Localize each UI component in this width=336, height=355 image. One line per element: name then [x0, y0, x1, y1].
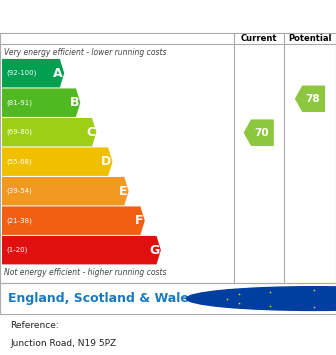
Polygon shape — [2, 118, 96, 146]
Text: G: G — [149, 244, 160, 257]
Text: D: D — [101, 155, 111, 168]
Text: (92-100): (92-100) — [6, 70, 36, 76]
Text: 78: 78 — [305, 94, 320, 104]
Text: A: A — [53, 67, 63, 80]
Text: (1-20): (1-20) — [6, 247, 28, 253]
Polygon shape — [2, 236, 161, 264]
Text: Potential: Potential — [288, 34, 332, 43]
Polygon shape — [2, 206, 145, 235]
Text: E: E — [119, 185, 127, 198]
Polygon shape — [244, 119, 274, 146]
Text: England, Scotland & Wales: England, Scotland & Wales — [8, 292, 197, 305]
Text: Junction Road, N19 5PZ: Junction Road, N19 5PZ — [10, 339, 116, 348]
Polygon shape — [2, 147, 113, 176]
Text: EU Directive: EU Directive — [227, 289, 274, 298]
Text: 70: 70 — [254, 128, 269, 138]
Text: Current: Current — [241, 34, 277, 43]
Text: F: F — [135, 214, 143, 227]
Polygon shape — [2, 59, 64, 87]
Text: (55-68): (55-68) — [6, 158, 32, 165]
Text: (81-91): (81-91) — [6, 99, 32, 106]
Text: C: C — [86, 126, 95, 139]
Polygon shape — [2, 88, 80, 117]
Circle shape — [186, 287, 336, 310]
Polygon shape — [295, 86, 325, 112]
Text: Energy Efficiency Rating: Energy Efficiency Rating — [10, 9, 220, 24]
Text: (39-54): (39-54) — [6, 188, 32, 195]
Polygon shape — [2, 177, 129, 206]
Text: (21-38): (21-38) — [6, 217, 32, 224]
Text: (69-80): (69-80) — [6, 129, 32, 135]
Text: B: B — [70, 96, 79, 109]
Text: Reference:: Reference: — [10, 321, 59, 330]
Text: 2002/91/EC: 2002/91/EC — [227, 301, 271, 310]
Text: Not energy efficient - higher running costs: Not energy efficient - higher running co… — [4, 268, 167, 277]
Text: Very energy efficient - lower running costs: Very energy efficient - lower running co… — [4, 48, 167, 57]
